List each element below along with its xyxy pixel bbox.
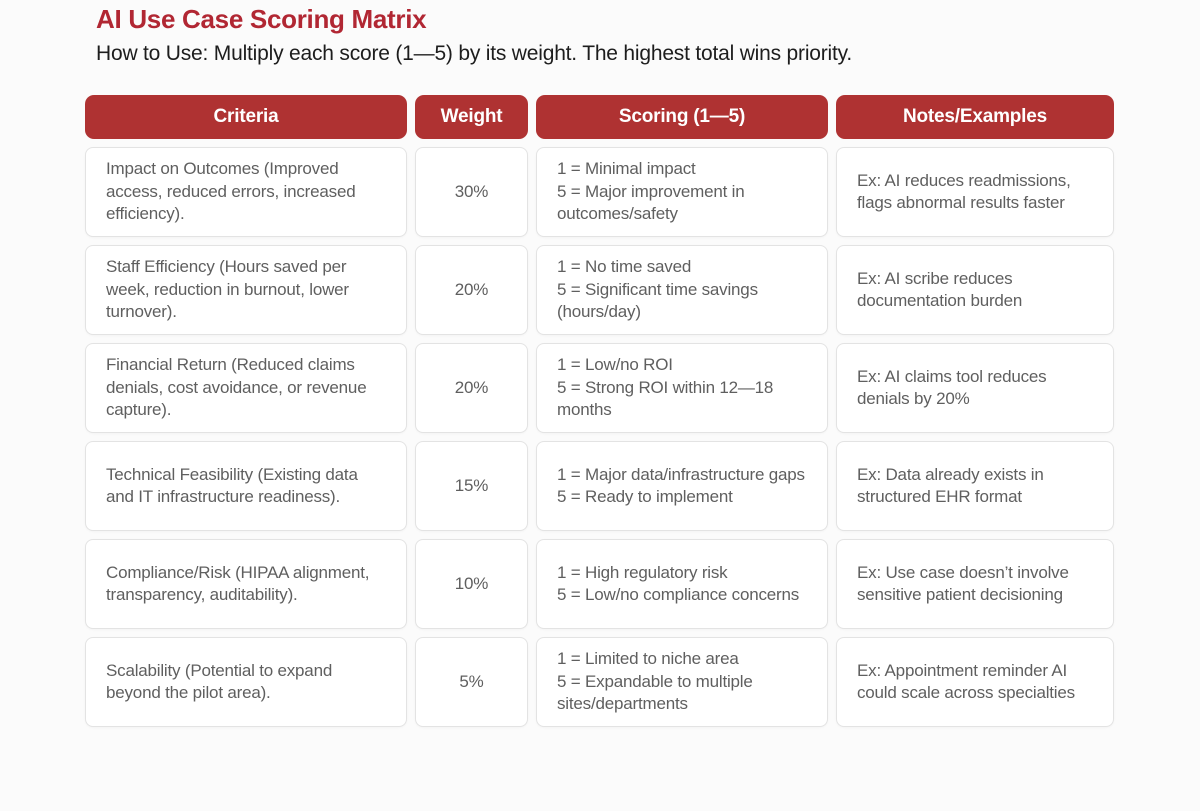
notes-cell: Ex: Use case doesn’t involve sensitive p…: [836, 539, 1114, 630]
column-header-notes: Notes/Examples: [836, 95, 1114, 140]
scoring-high-text: 5 = Strong ROI within 12—18 months: [557, 377, 774, 420]
document-header: AI Use Case Scoring Matrix How to Use: M…: [85, 4, 1114, 66]
scoring-low-text: 1 = High regulatory risk: [557, 562, 728, 582]
weight-cell: 30%: [415, 147, 528, 238]
scoring-high-text: 5 = Expandable to multiple sites/departm…: [557, 671, 753, 714]
scoring-high-text: 5 = Low/no compliance concerns: [557, 585, 800, 605]
scoring-cell: 1 = Limited to niche area 5 = Expandable…: [536, 637, 828, 728]
notes-cell: Ex: AI reduces readmissions, flags abnor…: [836, 147, 1114, 238]
criteria-cell: Scalability (Potential to expand beyond …: [85, 637, 407, 728]
criteria-cell: Financial Return (Reduced claims denials…: [85, 343, 407, 434]
scoring-low-text: 1 = Limited to niche area: [557, 649, 739, 669]
scoring-cell: 1 = Minimal impact 5 = Major improvement…: [536, 147, 828, 238]
page-title: AI Use Case Scoring Matrix: [96, 4, 427, 34]
scoring-low-text: 1 = Minimal impact: [557, 159, 696, 179]
scoring-cell: 1 = No time saved 5 = Significant time s…: [536, 245, 828, 336]
criteria-cell: Compliance/Risk (HIPAA alignment, transp…: [85, 539, 407, 630]
scoring-matrix-table: Criteria Weight Scoring (1—5) Notes/Exam…: [85, 95, 1114, 728]
scoring-high-text: 5 = Major improvement in outcomes/safety: [557, 181, 745, 224]
notes-cell: Ex: Appointment reminder AI could scale …: [836, 637, 1114, 728]
column-header-scoring: Scoring (1—5): [536, 95, 828, 140]
weight-cell: 15%: [415, 441, 528, 532]
scoring-high-text: 5 = Significant time savings (hours/day): [557, 279, 758, 322]
criteria-cell: Impact on Outcomes (Improved access, red…: [85, 147, 407, 238]
weight-cell: 5%: [415, 637, 528, 728]
criteria-cell: Staff Efficiency (Hours saved per week, …: [85, 245, 407, 336]
column-header-criteria: Criteria: [85, 95, 407, 140]
weight-cell: 10%: [415, 539, 528, 630]
scoring-low-text: 1 = Major data/infrastructure gaps: [557, 464, 805, 484]
column-header-weight: Weight: [415, 95, 528, 140]
weight-cell: 20%: [415, 245, 528, 336]
scoring-low-text: 1 = Low/no ROI: [557, 355, 673, 375]
notes-cell: Ex: Data already exists in structured EH…: [836, 441, 1114, 532]
notes-cell: Ex: AI claims tool reduces denials by 20…: [836, 343, 1114, 434]
scoring-cell: 1 = High regulatory risk 5 = Low/no comp…: [536, 539, 828, 630]
scoring-low-text: 1 = No time saved: [557, 257, 692, 277]
page-subtitle: How to Use: Multiply each score (1—5) by…: [96, 41, 853, 65]
criteria-cell: Technical Feasibility (Existing data and…: [85, 441, 407, 532]
scoring-high-text: 5 = Ready to implement: [557, 487, 733, 507]
notes-cell: Ex: AI scribe reduces documentation burd…: [836, 245, 1114, 336]
weight-cell: 20%: [415, 343, 528, 434]
scoring-cell: 1 = Major data/infrastructure gaps 5 = R…: [536, 441, 828, 532]
scoring-cell: 1 = Low/no ROI 5 = Strong ROI within 12—…: [536, 343, 828, 434]
